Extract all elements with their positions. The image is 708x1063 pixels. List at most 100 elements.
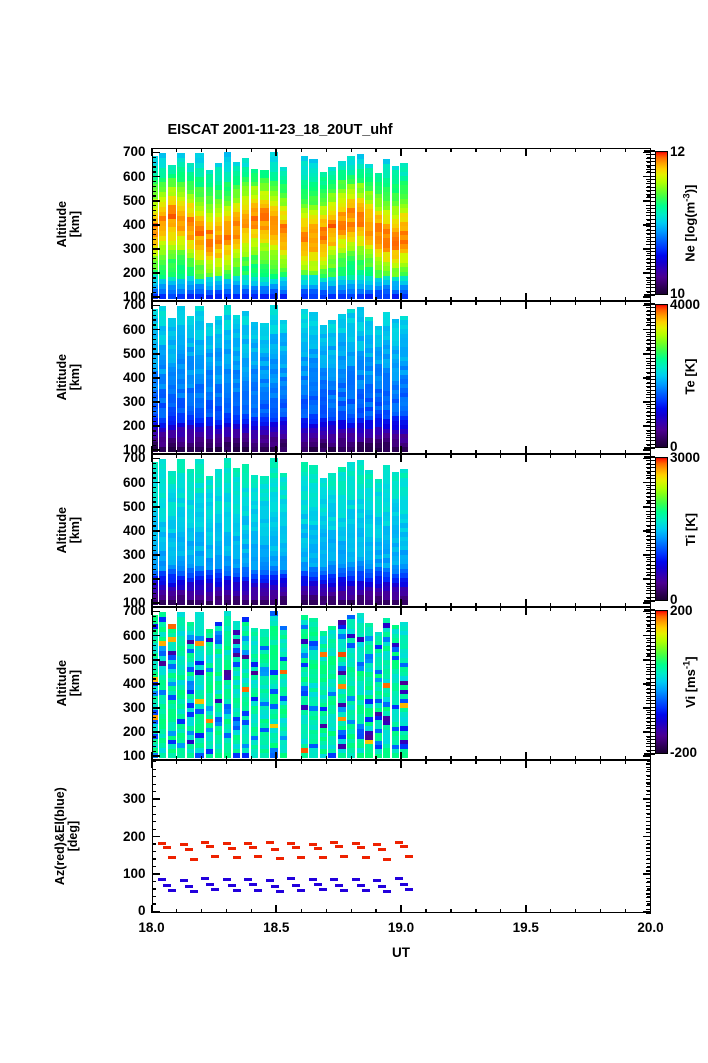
heatmap-cell	[328, 507, 336, 513]
x-major-tick	[649, 148, 652, 156]
heatmap-cell	[195, 536, 204, 543]
heatmap-cell	[300, 576, 309, 582]
heatmap-cell	[319, 286, 328, 291]
heatmap-cell	[309, 400, 318, 406]
heatmap-cell	[357, 700, 364, 706]
heatmap-cell	[214, 392, 222, 398]
heatmap-cell	[400, 486, 408, 492]
x-minor-tick	[150, 603, 153, 607]
colorbar-tick	[646, 474, 655, 476]
heatmap-cell	[269, 339, 278, 345]
heatmap-cell	[259, 221, 269, 227]
heatmap-cell	[177, 497, 186, 504]
x-major-tick	[400, 148, 402, 156]
heatmap-cell	[187, 644, 195, 650]
x-minor-tick	[350, 148, 352, 152]
heatmap-cell	[241, 433, 250, 439]
heatmap-cell	[328, 726, 336, 732]
heatmap-column	[357, 302, 364, 453]
heatmap-cell	[319, 550, 328, 555]
heatmap-cell	[365, 330, 374, 336]
heatmap-cell	[347, 475, 356, 482]
heatmap-cell	[167, 546, 176, 552]
heatmap-cell	[269, 210, 278, 217]
heatmap-cell	[319, 753, 328, 759]
heatmap-cell	[195, 492, 204, 499]
heatmap-cell	[383, 669, 391, 675]
heatmap-cell	[187, 397, 195, 403]
heatmap-cell	[241, 668, 250, 674]
heatmap-cell	[177, 305, 186, 312]
heatmap-cell	[250, 281, 258, 287]
y-minor-tick	[646, 209, 651, 212]
heatmap-cell	[223, 274, 232, 280]
heatmap-cell	[177, 713, 186, 720]
elevation-mark	[189, 889, 198, 893]
heatmap-cell	[357, 532, 364, 538]
heatmap-cell	[187, 735, 195, 741]
heatmap-cell	[357, 479, 364, 486]
heatmap-cell	[205, 663, 214, 669]
heatmap-cell	[309, 645, 318, 651]
heatmap-vi	[152, 608, 650, 759]
y-major-tick	[151, 401, 160, 403]
heatmap-cell	[232, 495, 240, 501]
heatmap-column	[309, 608, 318, 759]
heatmap-cell	[250, 636, 258, 642]
heatmap-cell	[232, 202, 240, 209]
heatmap-cell	[232, 508, 240, 515]
heatmap-cell	[195, 522, 204, 528]
y-tick-label: 300	[122, 699, 146, 715]
heatmap-cell	[337, 503, 346, 510]
heatmap-cell	[309, 687, 318, 693]
heatmap-cell	[337, 314, 346, 320]
heatmap-cell	[167, 524, 176, 530]
heatmap-cell	[167, 471, 176, 477]
heatmap-column	[214, 302, 222, 453]
heatmap-cell	[347, 700, 356, 706]
heatmap-cell	[259, 484, 269, 490]
heatmap-cell	[328, 363, 336, 369]
heatmap-cell	[347, 676, 356, 683]
heatmap-cell	[357, 345, 364, 352]
heatmap-cell	[259, 596, 269, 602]
x-minor-tick	[525, 760, 527, 764]
y-minor-tick	[151, 828, 156, 830]
heatmap-cell	[259, 344, 269, 350]
heatmap-cell	[269, 526, 278, 533]
heatmap-cell	[375, 198, 383, 204]
heatmap-cell	[214, 167, 222, 173]
heatmap-cell	[195, 412, 204, 419]
heatmap-cell	[337, 689, 346, 695]
colorbar-tick	[646, 510, 655, 512]
heatmap-column	[337, 149, 346, 300]
heatmap-cell	[259, 641, 269, 647]
x-minor-tick	[500, 450, 502, 454]
heatmap-cell	[392, 380, 399, 386]
colorbar-tick	[646, 258, 655, 260]
heatmap-cell	[205, 642, 214, 647]
heatmap-cell	[375, 223, 383, 229]
heatmap-cell	[259, 570, 269, 576]
heatmap-cell	[319, 260, 328, 266]
heatmap-cell	[259, 264, 269, 270]
heatmap-cell	[383, 697, 391, 703]
heatmap-cell	[152, 170, 159, 176]
heatmap-cell	[269, 748, 278, 754]
heatmap-cell	[319, 600, 328, 606]
heatmap-cell	[167, 425, 176, 431]
heatmap-cell	[269, 319, 278, 326]
colorbar-tick	[646, 575, 655, 577]
heatmap-cell	[279, 573, 288, 579]
heatmap-cell	[177, 293, 186, 300]
heatmap-cell	[400, 361, 408, 367]
heatmap-cell	[259, 518, 269, 524]
heatmap-cell	[365, 492, 374, 498]
y-minor-tick	[151, 716, 156, 719]
heatmap-cell	[250, 212, 258, 217]
heatmap-cell	[309, 636, 318, 642]
y-minor-tick	[646, 486, 651, 489]
y-axis-label: Altitude [km]	[48, 301, 92, 454]
heatmap-cell	[300, 160, 309, 167]
y-minor-tick	[646, 712, 651, 714]
